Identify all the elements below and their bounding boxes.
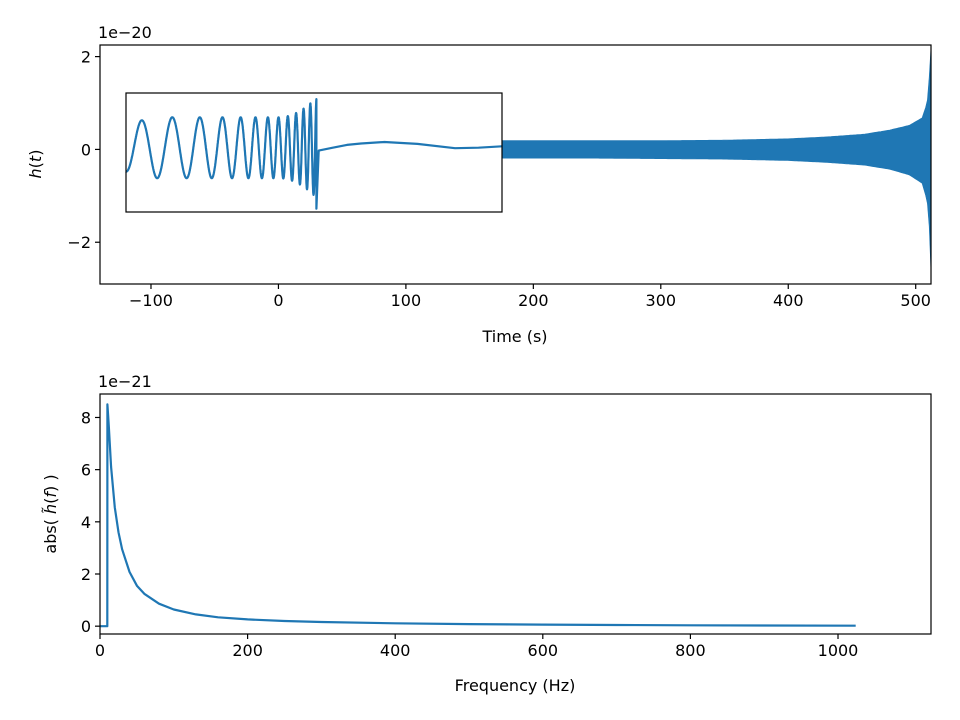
frequency-x-tick-label: 200 (232, 641, 263, 660)
inset-frame (125, 92, 503, 213)
time-y-axis-label: h(t) (26, 150, 45, 179)
freq-y-label-close: ) (41, 486, 60, 492)
freq-y-label-post: ) (41, 474, 60, 485)
time-y-label-arg: t (26, 155, 45, 162)
frequency-offset-text: 1e−21 (98, 372, 152, 391)
inset-waveform (124, 97, 503, 210)
frequency-x-tick-label: 400 (380, 641, 411, 660)
time-y-tick-label: 0 (81, 140, 91, 159)
time-y-label-close: ) (26, 150, 45, 156)
time-x-tick-label: 200 (518, 291, 549, 310)
time-y-ticks: −2 0 2 (67, 48, 100, 252)
time-y-tick-label: −2 (67, 233, 91, 252)
freq-y-label-main: h̃ (41, 504, 60, 514)
frequency-spectrum-line (100, 403, 856, 628)
time-domain-plot-area (501, 47, 932, 273)
time-x-ticks: −100 0 100 200 300 400 500 (129, 284, 931, 310)
frequency-y-tick-label: 4 (81, 513, 91, 532)
frequency-x-axis-label: Frequency (Hz) (455, 676, 576, 695)
time-y-tick-label: 2 (81, 48, 91, 67)
frequency-domain-frame (99, 393, 932, 635)
frequency-x-ticks: 0 200 400 600 800 1000 (95, 634, 858, 660)
freq-y-label-pre: abs( (41, 514, 60, 554)
frequency-y-tick-label: 2 (81, 565, 91, 584)
inset-box (124, 92, 503, 213)
time-offset-text: 1e−20 (98, 23, 152, 42)
frequency-y-tick-label: 6 (81, 461, 91, 480)
freq-y-label-open: ( (41, 498, 60, 504)
time-y-label-main: h (26, 168, 45, 178)
frequency-domain-plot-area (100, 403, 856, 628)
time-x-tick-label: 0 (273, 291, 283, 310)
time-x-tick-label: 100 (391, 291, 422, 310)
time-domain-frame (99, 44, 932, 285)
time-signal-band (501, 47, 932, 273)
frequency-x-tick-label: 1000 (818, 641, 859, 660)
frequency-x-tick-label: 800 (675, 641, 706, 660)
time-x-axis-label: Time (s) (481, 327, 547, 346)
time-x-tick-label: 500 (900, 291, 931, 310)
frequency-y-ticks: 0 2 4 6 8 (81, 408, 100, 636)
time-x-tick-label: 300 (646, 291, 677, 310)
frequency-y-axis-label: abs( h̃(f) ) (41, 474, 60, 553)
time-x-tick-label: 400 (773, 291, 804, 310)
frequency-x-tick-label: 0 (95, 641, 105, 660)
frequency-domain-axes: 0 200 400 600 800 1000 0 2 4 6 8 1e−21 Frequency … (41, 372, 932, 695)
frequency-x-tick-label: 600 (528, 641, 559, 660)
freq-y-label-arg: f (41, 490, 60, 498)
time-x-tick-label: −100 (129, 291, 173, 310)
time-domain-axes: −100 0 100 200 300 400 500 −2 0 2 1e−20 Time (s)… (26, 23, 932, 346)
frequency-y-tick-label: 8 (81, 408, 91, 427)
frequency-y-tick-label: 0 (81, 617, 91, 636)
time-y-label-open: ( (26, 162, 45, 168)
